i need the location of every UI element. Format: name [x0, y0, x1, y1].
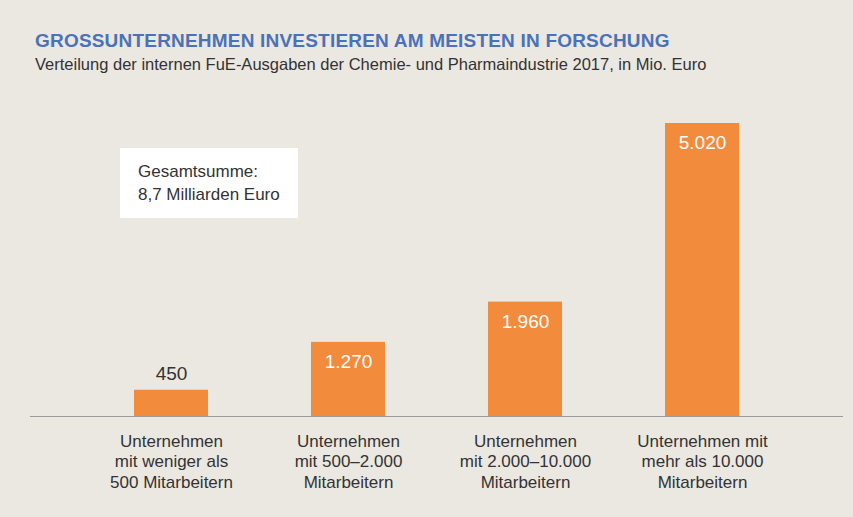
html-text:GROSSUNTERNEHMEN INVESTIEREN A: GROSSUNTERNEHMEN INVESTIEREN AM MEISTEN … [35, 30, 670, 51]
html-text:Verteilung der internen FuE-Au: Verteilung der internen FuE-Ausgaben der… [35, 55, 707, 73]
html-text:Gesamtsumme: 8,7 Milliarden Eu: Gesamtsumme: 8,7 Milliarden Euro [138, 162, 280, 204]
svg-text:Unternehmenmit 2.000–10.000Mit: Unternehmenmit 2.000–10.000Mitarbeitern [460, 432, 591, 492]
svg-text:450: 450 [156, 363, 188, 384]
svg-text:5.020: 5.020 [679, 132, 727, 153]
svg-text:Unternehmen mitmehr als 10.000: Unternehmen mitmehr als 10.000Mitarbeite… [637, 432, 768, 492]
svg-text:Unternehmenmit weniger als500: Unternehmenmit weniger als500 Mitarbeite… [110, 432, 233, 492]
svg-text:1.270: 1.270 [325, 351, 373, 372]
svg-text:1.960: 1.960 [502, 311, 550, 332]
svg-text:Unternehmenmit 500–2.000Mitarb: Unternehmenmit 500–2.000Mitarbeitern [295, 432, 403, 492]
